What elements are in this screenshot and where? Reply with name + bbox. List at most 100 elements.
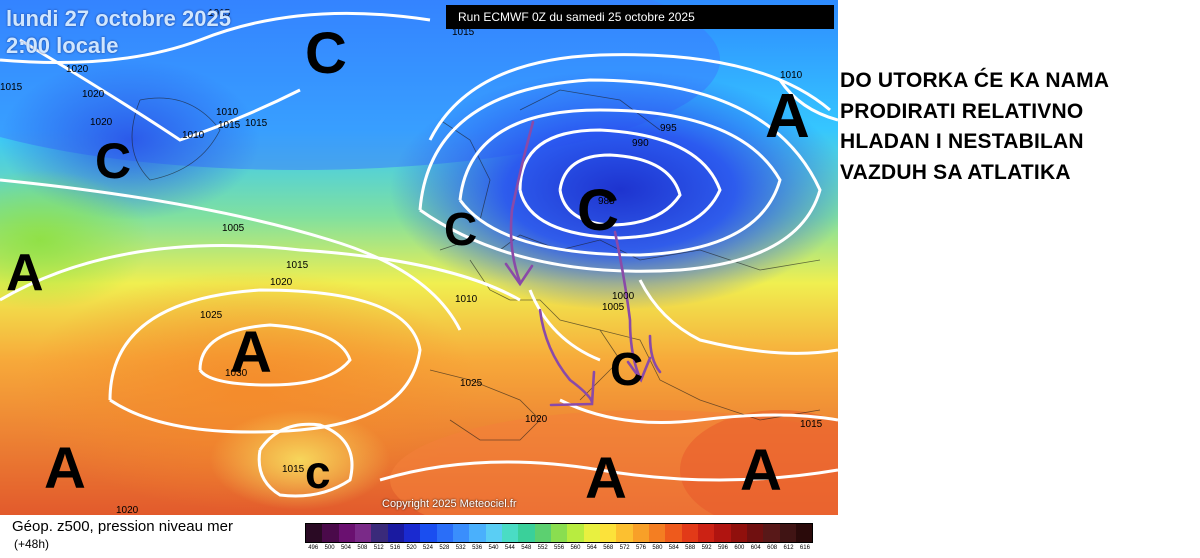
color-scale-tick: 516 xyxy=(390,545,401,551)
color-swatch xyxy=(306,524,323,542)
color-scale-tick: 588 xyxy=(685,545,696,551)
color-swatch xyxy=(436,524,453,542)
color-swatch xyxy=(322,524,339,542)
legend-title: Géop. z500, pression niveau mer xyxy=(12,518,233,535)
color-swatch xyxy=(567,524,584,542)
isobar-label: 1015 xyxy=(282,464,305,475)
color-scale-tick: 592 xyxy=(701,545,712,551)
color-scale-tick: 564 xyxy=(586,545,597,551)
isobar-label: 985 xyxy=(598,196,615,207)
high-pressure-center: A xyxy=(740,438,782,503)
color-swatch xyxy=(763,524,780,542)
color-scale-tick: 616 xyxy=(799,545,810,551)
isobar-label: 1020 xyxy=(270,277,293,288)
weather-map-canvas: C C C C C c A A A A A A 1015 1015 1020 1… xyxy=(0,0,838,515)
color-scale-tick: 508 xyxy=(357,545,368,551)
color-scale-tick: 604 xyxy=(750,545,761,551)
color-scale-tick: 580 xyxy=(652,545,663,551)
isobar-label: 1010 xyxy=(455,294,478,305)
color-swatch xyxy=(469,524,486,542)
color-scale-tick: 540 xyxy=(488,545,499,551)
high-pressure-center: A xyxy=(44,436,86,501)
color-scale-tick: 552 xyxy=(537,545,548,551)
annotation-line: PRODIRATI RELATIVNO xyxy=(840,99,1084,123)
high-pressure-center: A xyxy=(230,320,272,385)
model-run-banner: Run ECMWF 0Z du samedi 25 octobre 2025 xyxy=(446,5,834,29)
color-swatch xyxy=(485,524,502,542)
isobar-label: 1010 xyxy=(216,107,239,118)
color-scale-bar xyxy=(305,523,813,543)
arrow-path-1 xyxy=(509,120,535,284)
isobar-label: 1025 xyxy=(460,378,483,389)
color-scale-tick: 496 xyxy=(308,545,319,551)
isobar-label: 1020 xyxy=(525,414,548,425)
isobar-label: 1015 xyxy=(0,82,23,93)
isobar-label: 995 xyxy=(660,123,677,134)
color-swatch xyxy=(648,524,666,542)
isobars xyxy=(0,11,838,498)
high-pressure-center: A xyxy=(6,244,44,302)
isobar-label: 1015 xyxy=(208,8,231,19)
isobar-label: 1005 xyxy=(602,302,625,313)
color-scale-tick: 560 xyxy=(570,545,581,551)
isobar-label: 1010 xyxy=(182,130,205,141)
color-scale-tick: 612 xyxy=(783,545,794,551)
color-swatch xyxy=(403,524,421,542)
color-swatch xyxy=(338,524,355,542)
isobar-label: 1020 xyxy=(116,505,139,515)
color-swatch xyxy=(534,524,551,542)
color-swatch xyxy=(697,524,715,542)
color-scale-tick: 520 xyxy=(406,545,417,551)
annotation-line: DO UTORKA ĆE KA NAMA xyxy=(840,69,1110,92)
color-swatch xyxy=(616,524,633,542)
color-swatch xyxy=(501,524,519,542)
isobar-label: 1015 xyxy=(286,260,309,271)
color-scale-tick: 544 xyxy=(504,545,515,551)
forecast-annotation: DO UTORKA ĆE KA NAMA PRODIRATI RELATIVNO… xyxy=(840,66,1196,188)
legend-subtitle: (+48h) xyxy=(14,537,50,551)
isobar-label: 1030 xyxy=(225,368,248,379)
isobar-label: 1020 xyxy=(66,64,89,75)
isobar-label: 1025 xyxy=(200,310,223,321)
color-swatch xyxy=(730,524,747,542)
low-pressure-center: C xyxy=(305,21,347,86)
annotation-line: HLADAN I NESTABILAN xyxy=(840,130,1084,153)
color-scale-tick: 576 xyxy=(636,545,647,551)
isobar-label: 1005 xyxy=(222,223,245,234)
low-pressure-center: C xyxy=(577,178,619,243)
annotation-line: VAZDUH SA ATLATIKA xyxy=(840,160,1071,184)
isobar-label: 1015 xyxy=(452,27,475,38)
color-swatch xyxy=(599,524,617,542)
copyright-text: Copyright 2025 Meteociel.fr xyxy=(382,498,517,510)
color-swatch xyxy=(371,524,388,542)
low-pressure-center: C xyxy=(95,133,131,189)
color-swatch xyxy=(746,524,764,542)
low-pressure-center: c xyxy=(305,446,331,498)
color-swatch xyxy=(779,524,796,542)
color-scale-tick: 596 xyxy=(717,545,728,551)
color-scale-tick: 528 xyxy=(439,545,450,551)
color-swatch xyxy=(714,524,731,542)
isobar-label: 1000 xyxy=(612,291,635,302)
color-scale-tick: 568 xyxy=(603,545,614,551)
color-swatch xyxy=(665,524,682,542)
color-scale-tick: 500 xyxy=(324,545,335,551)
cold-air-arrows xyxy=(504,120,662,407)
color-scale-tick: 548 xyxy=(521,545,532,551)
color-scale-tick: 512 xyxy=(373,545,384,551)
color-swatch xyxy=(550,524,568,542)
isobar-label: 1015 xyxy=(245,118,268,129)
color-swatch xyxy=(420,524,437,542)
isobar-label: 990 xyxy=(632,138,649,149)
color-scale-tick: 536 xyxy=(472,545,483,551)
weather-map: C C C C C c A A A A A A 1015 1015 1020 1… xyxy=(0,0,838,515)
isobar-label: 1010 xyxy=(780,70,803,81)
low-pressure-center: C xyxy=(610,343,643,395)
color-scale-tick: 504 xyxy=(340,545,351,551)
color-swatch xyxy=(681,524,698,542)
color-scale-ticks: 496 500 504 508 512 516 520 524 528 532 536 540 544 5… xyxy=(305,545,813,551)
color-swatch xyxy=(632,524,649,542)
color-scale-tick: 532 xyxy=(455,545,466,551)
isobar-label: 1015 xyxy=(218,120,241,131)
isobar-label: 1020 xyxy=(82,89,105,100)
